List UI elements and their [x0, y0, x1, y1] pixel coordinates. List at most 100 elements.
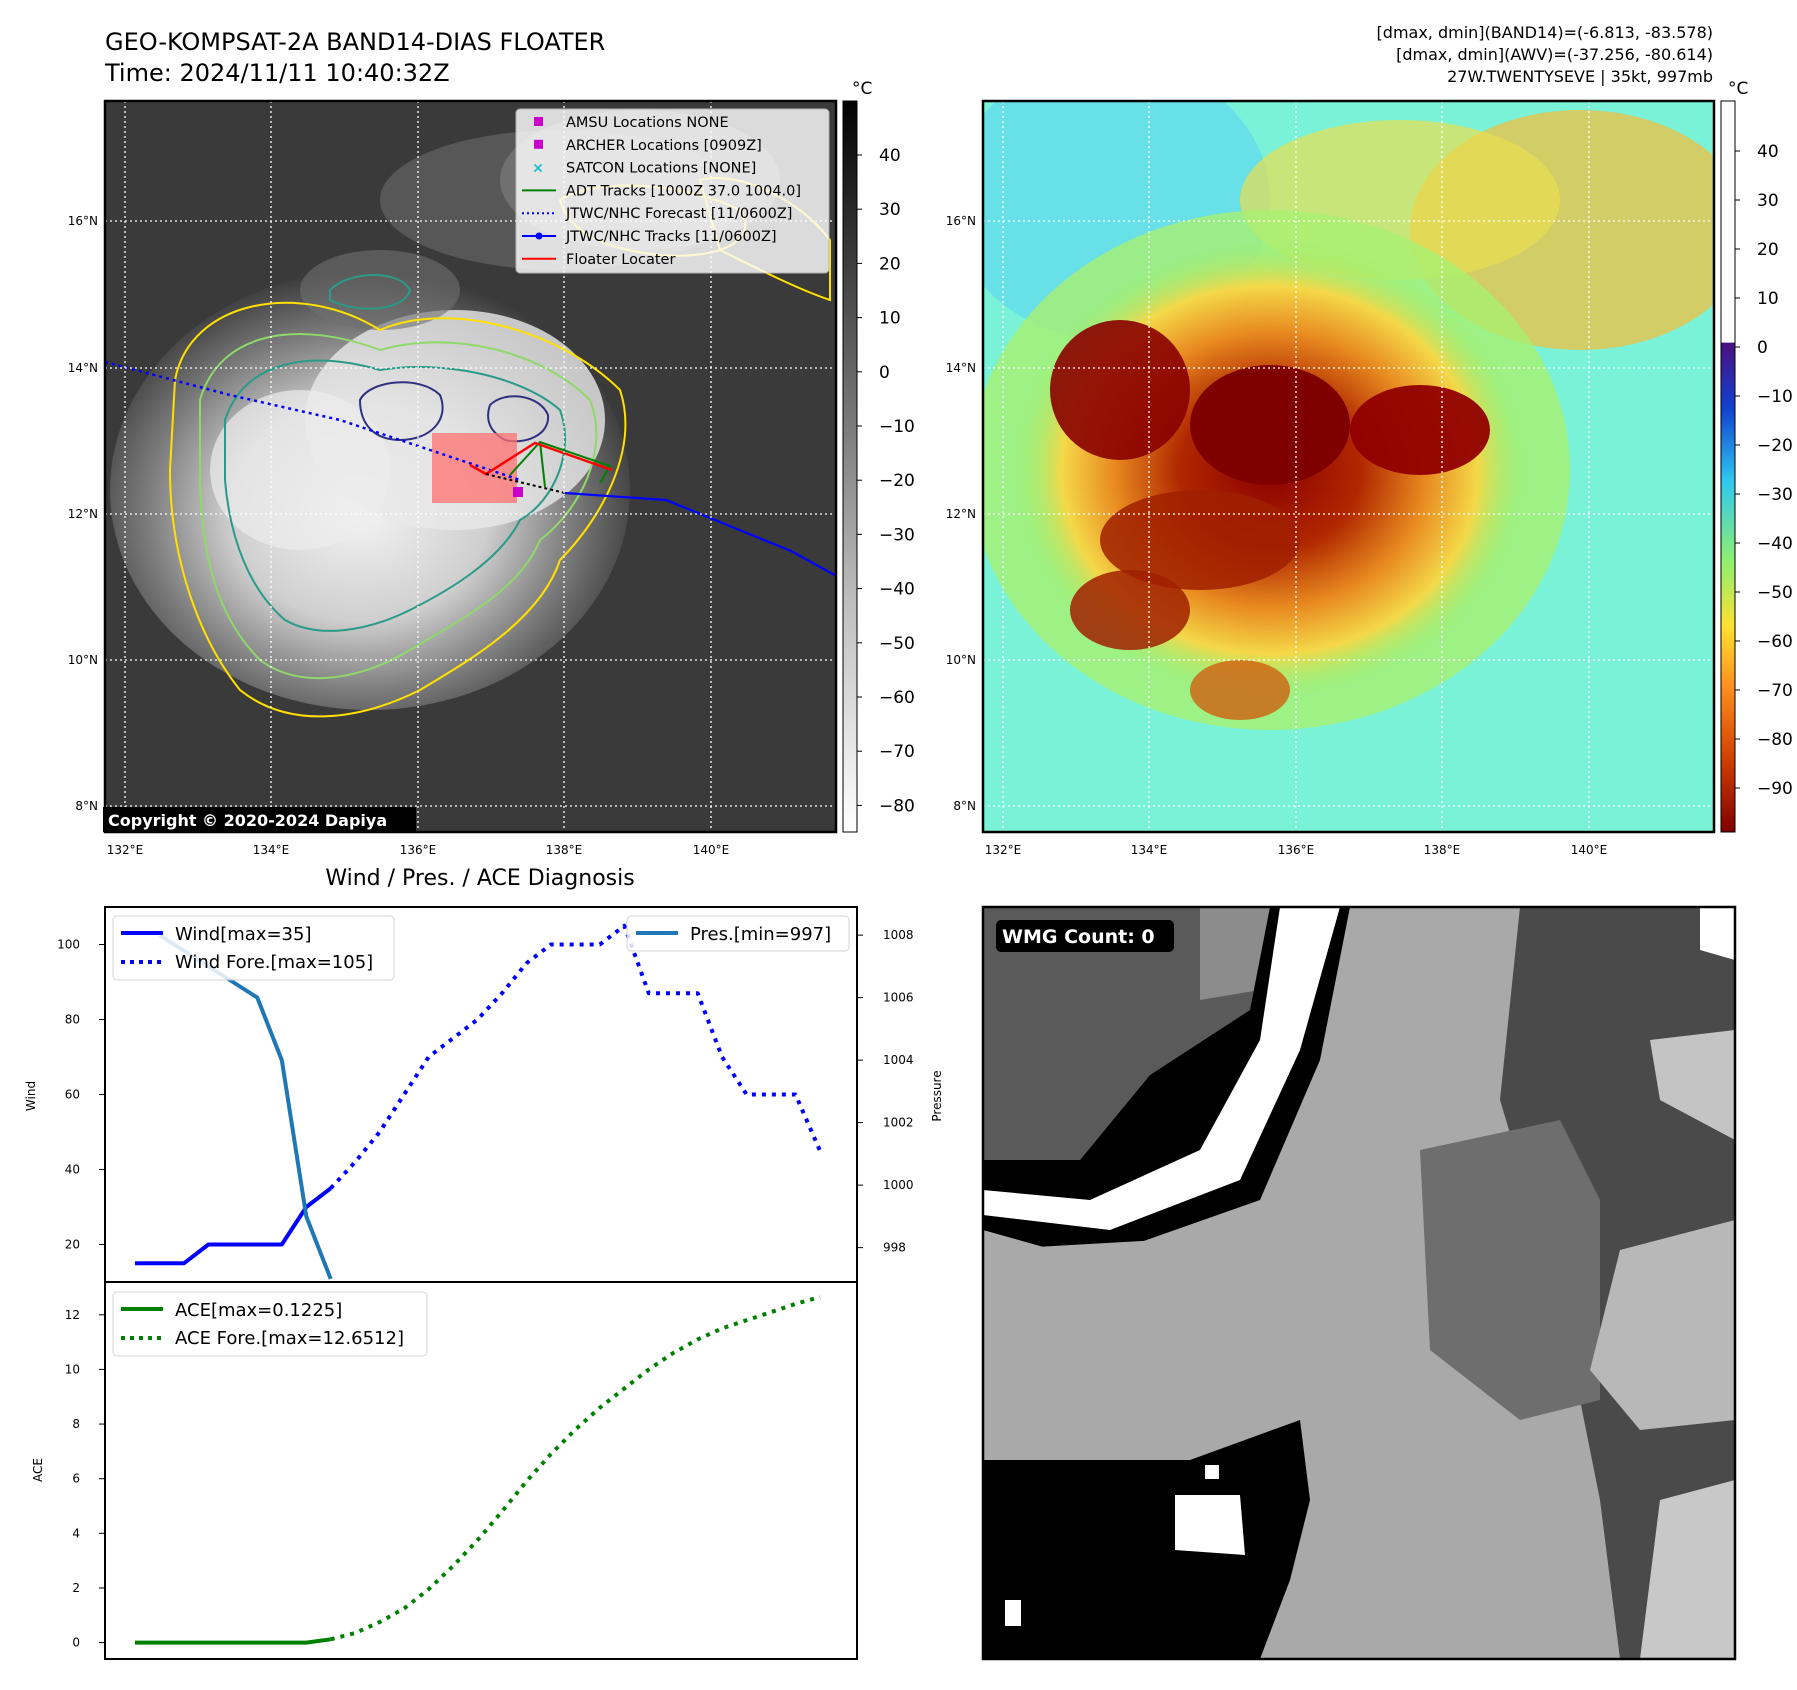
- ir-lat-tick: 14°N: [68, 361, 98, 375]
- series-line: [135, 1637, 331, 1645]
- ace-chart: 0 2 4 6 8 10 12 ACE ACE[max=0.1225] ACE Fore.[…: [31, 1281, 858, 1660]
- y-tick-label: 0: [72, 1636, 80, 1650]
- legend-marker: ×: [532, 161, 544, 177]
- colorbar-gray: °C 40 30 20 10 0 −10 −20 −30 −40 −50 −60 −70 −80: [842, 79, 915, 833]
- legend-wind-fore: Wind Fore.[max=105]: [175, 952, 373, 973]
- colorbar-tick: 40: [1757, 142, 1779, 162]
- colorbar-color: °C 40 30 20 10 0 −10 −20 −30 −40 −50 −60 −70 −80 −90: [1720, 79, 1793, 833]
- ir-map-panel: 132°E 134°E 136°E 138°E 140°E 16°N 14°N 12°N 10°…: [68, 99, 838, 857]
- legend-marker: [534, 117, 543, 126]
- color-lon-tick: 140°E: [1571, 843, 1608, 857]
- ir-lat-tick: 10°N: [68, 653, 98, 667]
- color-lat-tick: 14°N: [946, 361, 976, 375]
- storm-info: 27W.TWENTYSEVE | 35kt, 997mb: [1447, 67, 1713, 86]
- colorbar-tick: −50: [879, 634, 915, 654]
- wmg-image: [983, 907, 1735, 1659]
- wind-legend: Wind[max=35] Wind Fore.[max=105]: [112, 915, 395, 981]
- colorbar-tick: 10: [1757, 289, 1779, 309]
- y-tick-label: 80: [65, 1013, 80, 1027]
- ir-lon-tick: 140°E: [693, 843, 730, 857]
- colorbar-gray-unit: °C: [852, 79, 872, 99]
- y-tick-label: 60: [65, 1088, 80, 1102]
- ir-lon-tick: 134°E: [253, 843, 290, 857]
- colorbar-tick: −70: [879, 742, 915, 762]
- diagnosis-title: Wind / Pres. / ACE Diagnosis: [325, 866, 634, 891]
- legend-pres: Pres.[min=997]: [690, 924, 831, 945]
- y-right-tick-label: 1000: [883, 1178, 914, 1192]
- legend-label: SATCON Locations [NONE]: [566, 161, 756, 177]
- legend-label: ARCHER Locations [0909Z]: [566, 138, 762, 154]
- colorbar-tick: −80: [879, 796, 915, 816]
- wmg-badge: [996, 920, 1174, 952]
- legend-ace: ACE[max=0.1225]: [175, 1300, 342, 1321]
- color-lat-tick: 16°N: [946, 214, 976, 228]
- y-tick-label: 4: [72, 1526, 80, 1540]
- legend-label: Floater Locater: [566, 252, 675, 268]
- wind-pres-chart: 20 40 60 80 100 998 1000 1002 1004 1006 1008 Wind …: [24, 906, 944, 1283]
- y-tick-label: 2: [72, 1581, 80, 1595]
- color-lat-tick: 12°N: [946, 507, 976, 521]
- color-lon-tick: 136°E: [1278, 843, 1315, 857]
- legend-label: AMSU Locations NONE: [566, 115, 729, 131]
- y-tick-label: 10: [65, 1362, 80, 1376]
- colorbar-tick: −40: [879, 580, 915, 600]
- y-tick-label: 12: [65, 1308, 80, 1322]
- legend-marker: [534, 139, 543, 149]
- ir-lat-tick: 12°N: [68, 507, 98, 521]
- y-right-tick-label: 1008: [883, 928, 914, 942]
- ace-ylabel: ACE: [31, 1458, 45, 1482]
- y-tick-label: 100: [57, 938, 80, 952]
- figure-time: Time: 2024/11/11 10:40:32Z: [104, 59, 450, 87]
- colorbar-tick: −10: [879, 417, 915, 437]
- y-tick-label: 6: [72, 1472, 80, 1486]
- colorbar-tick: 30: [1757, 191, 1779, 211]
- legend-wind: Wind[max=35]: [175, 924, 312, 945]
- ir-lat-tick: 8°N: [75, 799, 98, 813]
- color-tick-labels: 132°E 134°E 136°E 138°E 140°E 16°N 14°N 12°N 10°…: [946, 214, 1608, 857]
- map-legend: AMSU Locations NONE ARCHER Locations [090…: [515, 108, 830, 274]
- color-image: [983, 101, 1714, 832]
- y-right-tick-label: 1002: [883, 1116, 914, 1130]
- colorbar-tick: 30: [879, 200, 901, 220]
- stats-band14: [dmax, dmin](BAND14)=(-6.813, -83.578): [1377, 23, 1713, 42]
- ir-tick-labels: 132°E 134°E 136°E 138°E 140°E 16°N 14°N 12°N 10°…: [68, 214, 730, 857]
- colorbar-tick: −60: [1757, 632, 1793, 652]
- colorbar-tick: −20: [1757, 436, 1793, 456]
- color-lon-tick: 134°E: [1131, 843, 1168, 857]
- colorbar-tick: −60: [879, 688, 915, 708]
- color-gridlines: [983, 101, 1714, 832]
- colorbar-tick: −30: [879, 525, 915, 545]
- copyright-text: Copyright © 2020-2024 Dapiya: [108, 811, 387, 830]
- legend-label: ADT Tracks [1000Z 37.0 1004.0]: [566, 183, 801, 199]
- stats-awv: [dmax, dmin](AWV)=(-37.256, -80.614): [1396, 45, 1713, 64]
- colorbar-tick: −70: [1757, 681, 1793, 701]
- colorbar-tick: 0: [879, 363, 890, 383]
- colorbar-tick: 0: [1757, 338, 1768, 358]
- colorbar-tick: −30: [1757, 485, 1793, 505]
- wind-ylabel: Wind: [24, 1081, 38, 1111]
- y-right-tick-label: 1004: [883, 1053, 914, 1067]
- colorbar-tick: −10: [1757, 387, 1793, 407]
- pressure-ylabel: Pressure: [930, 1070, 944, 1121]
- figure-title: GEO-KOMPSAT-2A BAND14-DIAS FLOATER: [105, 28, 605, 56]
- colorbar-tick: −40: [1757, 534, 1793, 554]
- y-tick-label: 40: [65, 1163, 80, 1177]
- color-lat-tick: 10°N: [946, 653, 976, 667]
- legend-marker: [535, 232, 543, 240]
- legend-label: JTWC/NHC Forecast [11/0600Z]: [565, 206, 792, 222]
- colorbar-tick: 10: [879, 309, 901, 329]
- colorbar-tick: −90: [1757, 779, 1793, 799]
- series-line: [135, 1186, 332, 1266]
- colorbar-tick: 20: [1757, 240, 1779, 260]
- ir-lon-tick: 138°E: [546, 843, 583, 857]
- color-lat-tick: 8°N: [953, 799, 976, 813]
- color-lon-tick: 138°E: [1424, 843, 1461, 857]
- ir-lon-tick: 132°E: [107, 843, 144, 857]
- colorbar-tick: −80: [1757, 730, 1793, 750]
- ir-lat-tick: 16°N: [68, 214, 98, 228]
- y-tick-label: 20: [65, 1238, 80, 1252]
- colorbar-color-unit: °C: [1728, 79, 1748, 99]
- wmg-panel: WMG Count: 0: [981, 905, 1737, 1661]
- colorbar-tick: 40: [879, 146, 901, 166]
